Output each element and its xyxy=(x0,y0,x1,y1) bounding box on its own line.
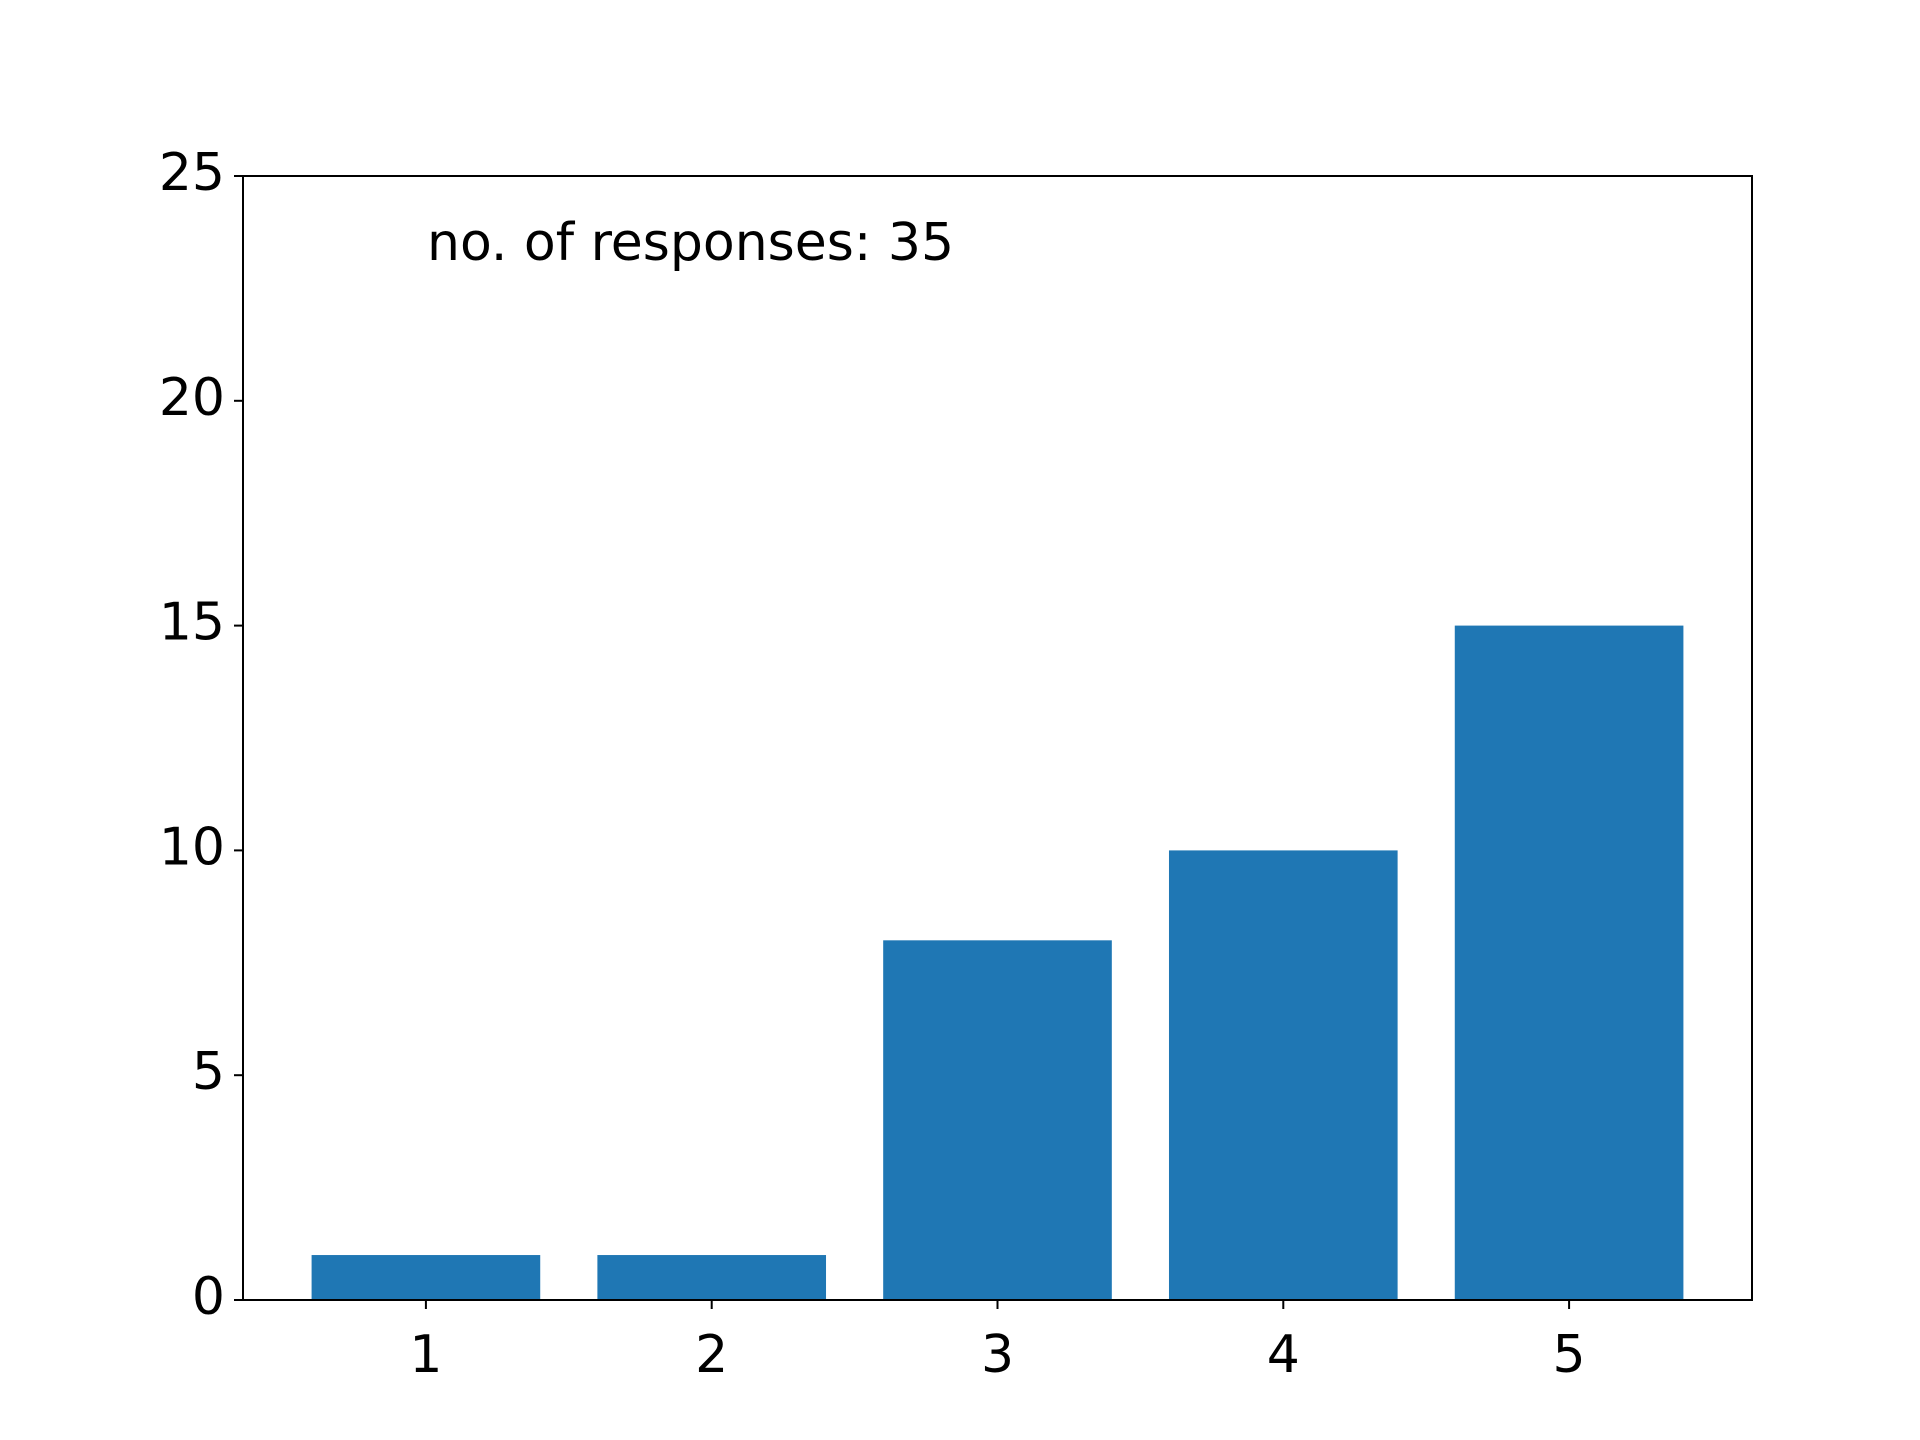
x-tick-label: 1 xyxy=(409,1325,442,1385)
bar xyxy=(597,1255,827,1300)
x-tick-label: 5 xyxy=(1553,1325,1586,1385)
plot-frame xyxy=(242,175,1753,1301)
y-tick-label: 5 xyxy=(192,1042,225,1102)
y-tick-label: 15 xyxy=(159,593,225,653)
y-tick-label: 0 xyxy=(192,1267,225,1327)
x-tick-label: 3 xyxy=(981,1325,1014,1385)
x-tick-label: 4 xyxy=(1267,1325,1300,1385)
bar xyxy=(311,1255,541,1300)
y-tick-label: 10 xyxy=(159,817,225,877)
bar xyxy=(1454,625,1684,1300)
y-tick-label: 25 xyxy=(159,143,225,203)
annotation: no. of responses: 35 xyxy=(427,213,954,273)
bar xyxy=(1168,850,1398,1300)
x-tick-label: 2 xyxy=(695,1325,728,1385)
y-tick-label: 20 xyxy=(159,368,225,428)
bar xyxy=(883,940,1112,1300)
